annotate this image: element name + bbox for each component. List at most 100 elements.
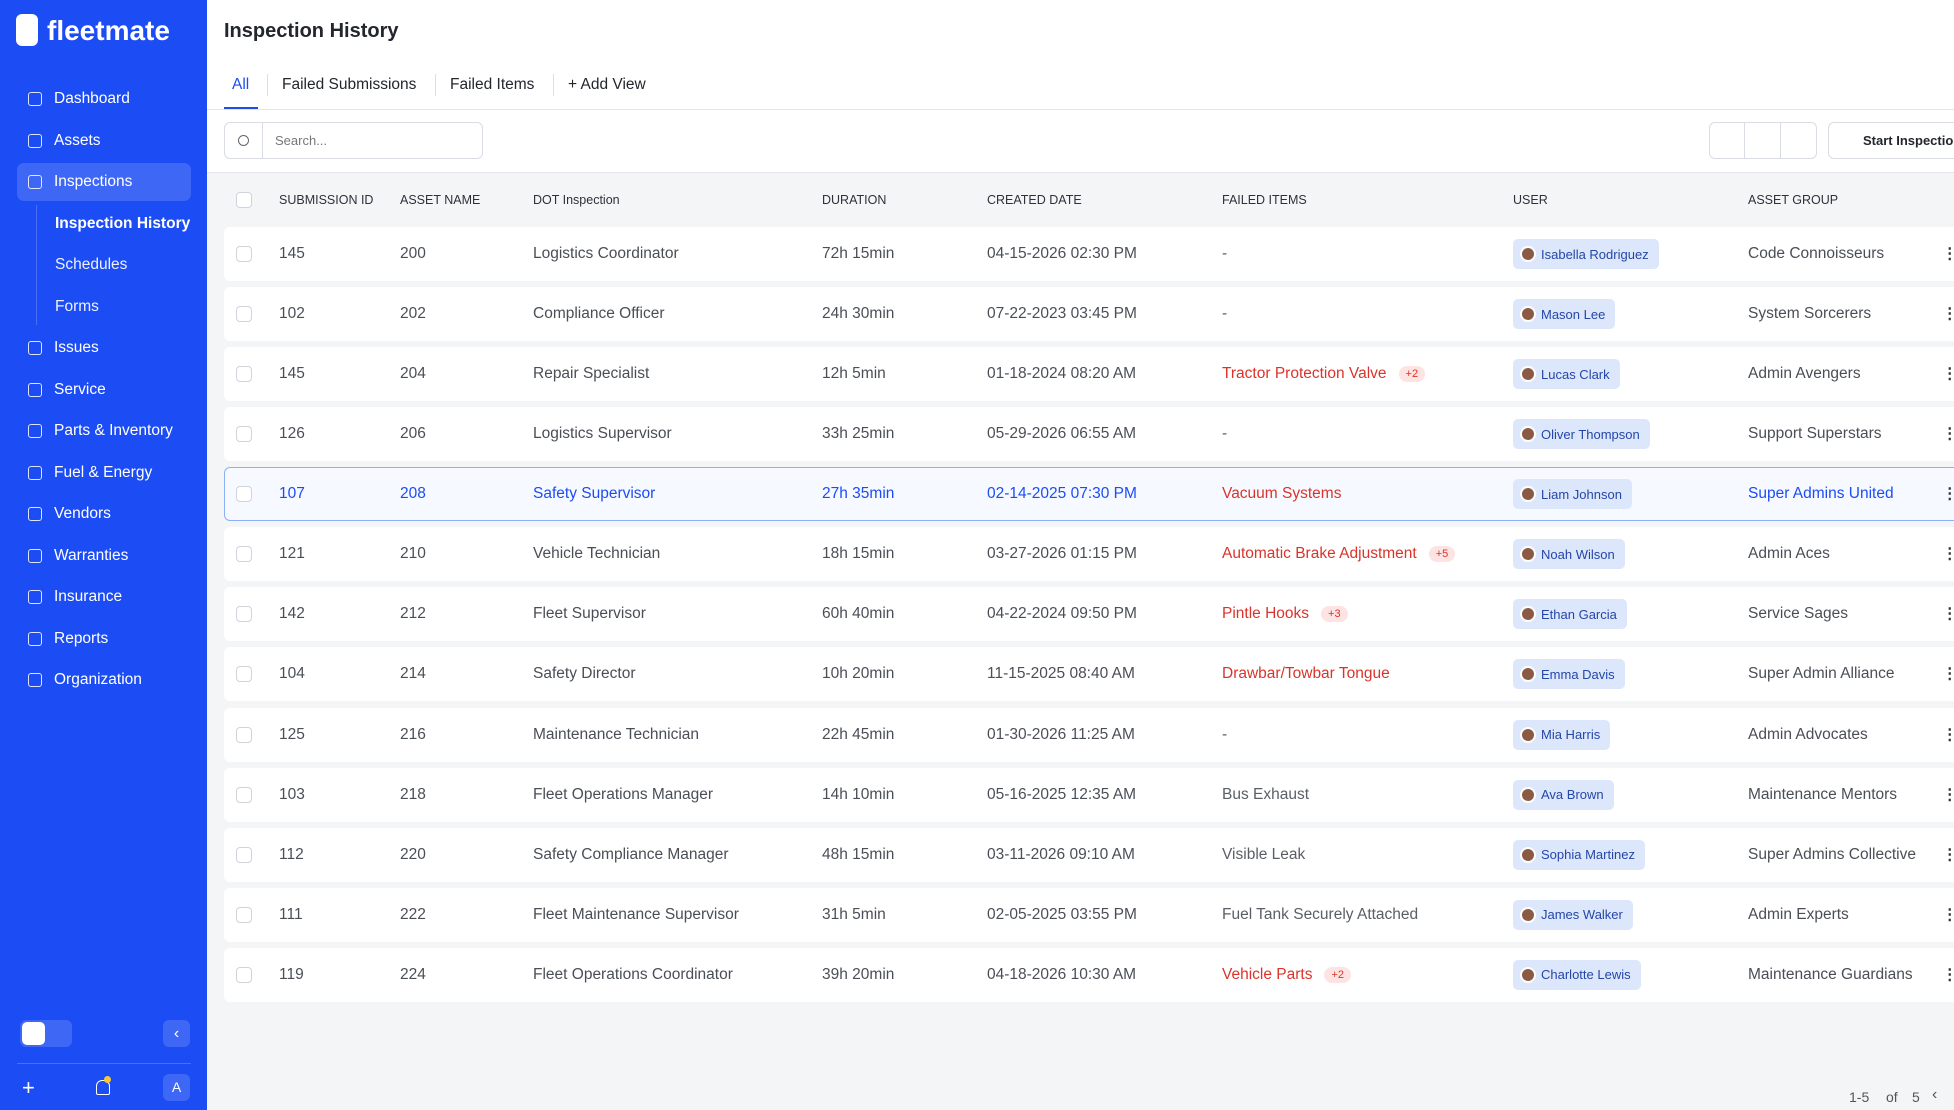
nav-item[interactable]: Insurance <box>17 578 191 616</box>
column-header[interactable]: FAILED ITEMS <box>1222 193 1307 207</box>
row-menu[interactable]: ⋮ <box>1942 305 1954 323</box>
table-row[interactable] <box>224 347 1954 402</box>
checkbox[interactable] <box>236 306 252 323</box>
user-chip[interactable]: Mason Lee <box>1513 299 1616 330</box>
user-chip[interactable]: Liam Johnson <box>1513 479 1632 510</box>
user-chip[interactable]: Oliver Thompson <box>1513 419 1650 450</box>
add-button[interactable]: + <box>22 1075 35 1100</box>
filter-button[interactable] <box>1745 122 1781 159</box>
subnav-item[interactable]: Schedules <box>55 256 128 273</box>
table-row[interactable] <box>224 647 1954 702</box>
checkbox[interactable] <box>236 546 252 563</box>
checkbox[interactable] <box>236 426 252 443</box>
table-row[interactable] <box>224 467 1954 522</box>
checkbox[interactable] <box>236 726 252 743</box>
checkbox[interactable] <box>236 486 252 503</box>
checkbox[interactable] <box>236 192 252 208</box>
start-inspection-button[interactable]: Start Inspection <box>1828 122 1954 159</box>
column-header[interactable]: DURATION <box>822 193 887 207</box>
checkbox[interactable] <box>236 846 252 863</box>
tab[interactable]: All <box>232 76 250 93</box>
nav-item[interactable]: Parts & Inventory <box>17 412 191 450</box>
checkbox[interactable] <box>236 906 252 923</box>
row-menu[interactable]: ⋮ <box>1942 726 1954 744</box>
column-header[interactable]: ASSET GROUP <box>1748 193 1839 207</box>
table-row[interactable] <box>224 587 1954 642</box>
nav-item[interactable]: Inspections <box>17 163 191 201</box>
row-menu[interactable]: ⋮ <box>1942 245 1954 263</box>
subnav-item[interactable]: Inspection History <box>55 214 191 232</box>
nav-item[interactable]: Vendors <box>17 495 191 533</box>
table-row[interactable] <box>224 407 1954 462</box>
notifications[interactable] <box>96 1076 111 1095</box>
tab[interactable]: Failed Items <box>450 76 535 93</box>
cell: Super Admins United <box>1748 485 1894 503</box>
table-row[interactable] <box>224 947 1954 1002</box>
user-chip[interactable]: Mia Harris <box>1513 719 1611 750</box>
row-menu[interactable]: ⋮ <box>1942 605 1954 623</box>
nav-item[interactable]: Service <box>17 371 191 409</box>
row-menu[interactable]: ⋮ <box>1942 966 1954 984</box>
checkbox[interactable] <box>236 666 252 683</box>
checkbox[interactable] <box>236 606 252 623</box>
user-name: Isabella Rodriguez <box>1541 246 1649 262</box>
nav-item[interactable]: Organization <box>17 661 191 699</box>
user-chip[interactable]: Sophia Martinez <box>1513 839 1645 870</box>
row-menu[interactable]: ⋮ <box>1942 906 1954 924</box>
nav-item[interactable]: Fuel & Energy <box>17 454 191 492</box>
tab[interactable]: Failed Submissions <box>282 76 417 93</box>
nav-item[interactable]: Dashboard <box>17 80 191 118</box>
tab[interactable]: + Add View <box>568 76 646 93</box>
cell: 60h 40min <box>822 605 895 623</box>
search-placeholder: Search... <box>275 133 328 148</box>
row-menu[interactable]: ⋮ <box>1942 545 1954 563</box>
nav-item[interactable]: Assets <box>17 122 191 160</box>
table-row[interactable] <box>224 707 1954 762</box>
column-header[interactable]: DOT Inspection <box>533 193 620 207</box>
user-chip[interactable]: Charlotte Lewis <box>1513 959 1641 990</box>
user-avatar[interactable]: A <box>163 1074 190 1101</box>
nav-item[interactable]: Reports <box>17 620 191 658</box>
prev-page[interactable]: ‹ <box>1932 1086 1938 1103</box>
theme-toggle[interactable] <box>20 1020 72 1047</box>
failed-items: - <box>1222 245 1227 263</box>
column-header[interactable]: ASSET NAME <box>400 193 481 207</box>
user-avatar <box>1520 906 1536 923</box>
checkbox[interactable] <box>236 966 252 983</box>
user-chip[interactable]: Lucas Clark <box>1513 359 1620 390</box>
checkbox[interactable] <box>236 786 252 803</box>
search-box[interactable]: Search... <box>224 122 483 159</box>
row-menu[interactable]: ⋮ <box>1942 665 1954 683</box>
checkbox[interactable] <box>236 366 252 383</box>
nav-label: Reports <box>54 629 109 647</box>
nav-item[interactable]: Warranties <box>17 537 191 575</box>
column-header[interactable]: USER <box>1513 193 1548 207</box>
user-chip[interactable]: Emma Davis <box>1513 659 1625 690</box>
subnav-item[interactable]: Forms <box>55 297 99 315</box>
row-menu[interactable]: ⋮ <box>1942 485 1954 503</box>
column-header[interactable]: CREATED DATE <box>987 193 1082 207</box>
table-row[interactable] <box>224 527 1954 582</box>
tab-separator <box>267 74 268 96</box>
row-menu[interactable]: ⋮ <box>1942 425 1954 443</box>
nav-item[interactable]: Issues <box>17 329 191 367</box>
user-chip[interactable]: Isabella Rodriguez <box>1513 239 1659 269</box>
table-row[interactable] <box>224 887 1954 942</box>
table-row[interactable] <box>224 767 1954 822</box>
row-menu[interactable]: ⋮ <box>1942 365 1954 383</box>
subnav-line <box>36 205 37 325</box>
user-chip[interactable]: Noah Wilson <box>1513 539 1625 570</box>
table-row[interactable] <box>224 287 1954 342</box>
user-chip[interactable]: Ethan Garcia <box>1513 599 1627 630</box>
columns-button[interactable] <box>1709 122 1745 159</box>
download-button[interactable] <box>1781 122 1817 159</box>
user-chip[interactable]: Ava Brown <box>1513 779 1614 810</box>
checkbox[interactable] <box>236 246 252 262</box>
table-row[interactable] <box>224 827 1954 882</box>
row-menu[interactable]: ⋮ <box>1942 846 1954 864</box>
table-row[interactable] <box>224 227 1954 281</box>
column-header[interactable]: SUBMISSION ID <box>279 193 374 207</box>
row-menu[interactable]: ⋮ <box>1942 786 1954 804</box>
user-chip[interactable]: James Walker <box>1513 899 1633 930</box>
collapse-button[interactable]: ‹ <box>163 1020 190 1047</box>
